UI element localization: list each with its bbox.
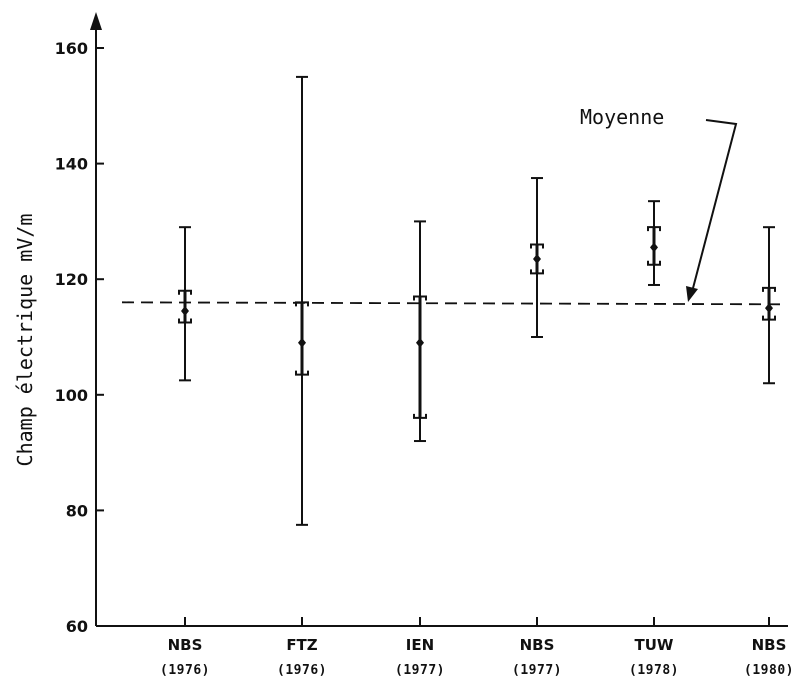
error-bar-group — [530, 177, 544, 338]
x-tick-label: IEN — [406, 636, 434, 654]
annotation-leader-line — [691, 119, 738, 293]
y-axis-arrow — [90, 12, 102, 30]
x-tick-label: TUW — [635, 636, 674, 654]
inner-error-cap-bottom — [647, 260, 661, 266]
data-point — [416, 337, 424, 348]
inner-error-cap-top — [647, 226, 661, 232]
y-tick-label: 160 — [55, 39, 88, 58]
annotation-arrowhead — [686, 286, 698, 302]
x-tick-label: FTZ — [286, 636, 317, 654]
error-bar-group — [178, 226, 192, 382]
x-tick-year-label: (1977) — [512, 663, 562, 678]
data-point — [650, 242, 658, 253]
inner-error-cap-bottom — [178, 318, 192, 324]
x-tick-year-label: (1976) — [277, 663, 327, 678]
inner-error-cap-bottom — [413, 413, 427, 419]
x-tick-year-label: (1977) — [395, 663, 445, 678]
axes — [90, 12, 788, 627]
data-point — [298, 337, 306, 348]
y-tick-label: 120 — [55, 270, 88, 289]
y-axis-ticks: 60 80 100 120 140 160 — [55, 39, 104, 636]
mean-annotation: Moyenne — [580, 105, 738, 302]
x-axis-ticks: NBS (1976) FTZ (1976) IEN (1977) NBS (1977) TUW (… — [160, 617, 794, 678]
inner-error-cap-top — [413, 295, 427, 301]
data-marks — [178, 75, 776, 526]
inner-error-cap-bottom — [295, 370, 309, 376]
inner-error-cap-top — [178, 289, 192, 295]
inner-error-cap-bottom — [530, 269, 544, 275]
mean-line — [121, 301, 786, 306]
data-point — [533, 253, 541, 264]
x-tick-label: NBS — [520, 636, 555, 654]
y-tick-label: 100 — [55, 386, 88, 405]
x-tick-year-label: (1978) — [629, 663, 679, 678]
x-tick-year-label: (1976) — [160, 663, 210, 678]
y-tick-label: 60 — [66, 617, 88, 636]
y-axis-label: Champ électrique mV/m — [13, 214, 37, 467]
data-point — [765, 303, 773, 314]
y-tick-label: 140 — [55, 155, 88, 174]
inner-error-cap-top — [762, 286, 776, 292]
data-point — [181, 305, 189, 316]
error-bar-group — [647, 200, 661, 286]
error-bar-group — [413, 220, 427, 443]
mean-line-group — [121, 301, 786, 306]
mean-annotation-label: Moyenne — [580, 105, 664, 129]
y-tick-label: 80 — [66, 501, 88, 520]
error-bar-group — [295, 75, 309, 526]
error-bar-group — [762, 226, 776, 385]
inner-error-cap-top — [530, 243, 544, 249]
x-tick-year-label: (1980) — [744, 663, 794, 678]
x-tick-label: NBS — [168, 636, 203, 654]
inner-error-cap-top — [295, 301, 309, 307]
x-tick-label: NBS — [752, 636, 787, 654]
inner-error-cap-bottom — [762, 315, 776, 321]
